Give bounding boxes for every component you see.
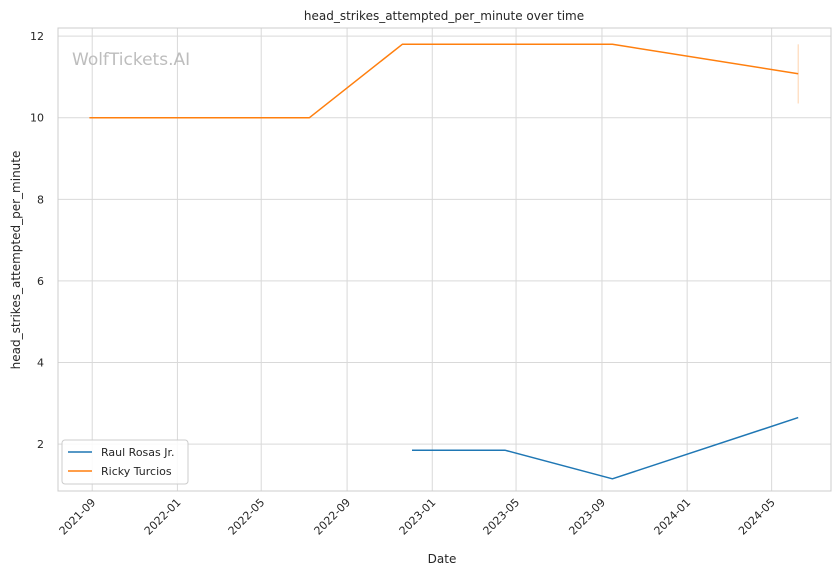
chart-title: head_strikes_attempted_per_minute over t…	[304, 9, 584, 23]
y-tick-label: 12	[30, 30, 44, 43]
legend: Raul Rosas Jr. Ricky Turcios	[61, 439, 189, 485]
plot-background	[58, 28, 831, 491]
plot-frame	[57, 27, 832, 492]
y-tick-label: 2	[37, 438, 44, 451]
grid-lines	[58, 28, 831, 491]
x-tick-label: 2023-09	[566, 496, 608, 538]
legend-label-ricky-turcios: Ricky Turcios	[101, 465, 172, 478]
x-tick-label: 2024-01	[652, 496, 694, 538]
x-axis-title: Date	[428, 552, 457, 566]
y-tick-label: 4	[37, 357, 44, 370]
legend-box	[61, 439, 189, 485]
y-tick-label: 6	[37, 275, 44, 288]
series-line-ricky-turcios	[89, 43, 799, 119]
x-tick-label: 2023-05	[480, 496, 522, 538]
legend-label-raul-rosas-jr: Raul Rosas Jr.	[101, 446, 175, 459]
y-axis-title: head_strikes_attempted_per_minute	[9, 151, 23, 370]
x-tick-label: 2023-01	[397, 496, 439, 538]
y-tick-label: 8	[37, 193, 44, 206]
series-line-raul-rosas-jr	[412, 416, 799, 480]
y-tick-label: 10	[30, 112, 44, 125]
x-tick-label: 2021-09	[57, 496, 99, 538]
x-tick-label: 2022-09	[312, 496, 354, 538]
watermark-text: WolfTickets.AI	[72, 50, 190, 70]
x-tick-label: 2024-05	[736, 496, 778, 538]
x-tick-label: 2022-05	[226, 496, 268, 538]
series-lines	[89, 43, 799, 480]
x-tick-label: 2022-01	[142, 496, 184, 538]
